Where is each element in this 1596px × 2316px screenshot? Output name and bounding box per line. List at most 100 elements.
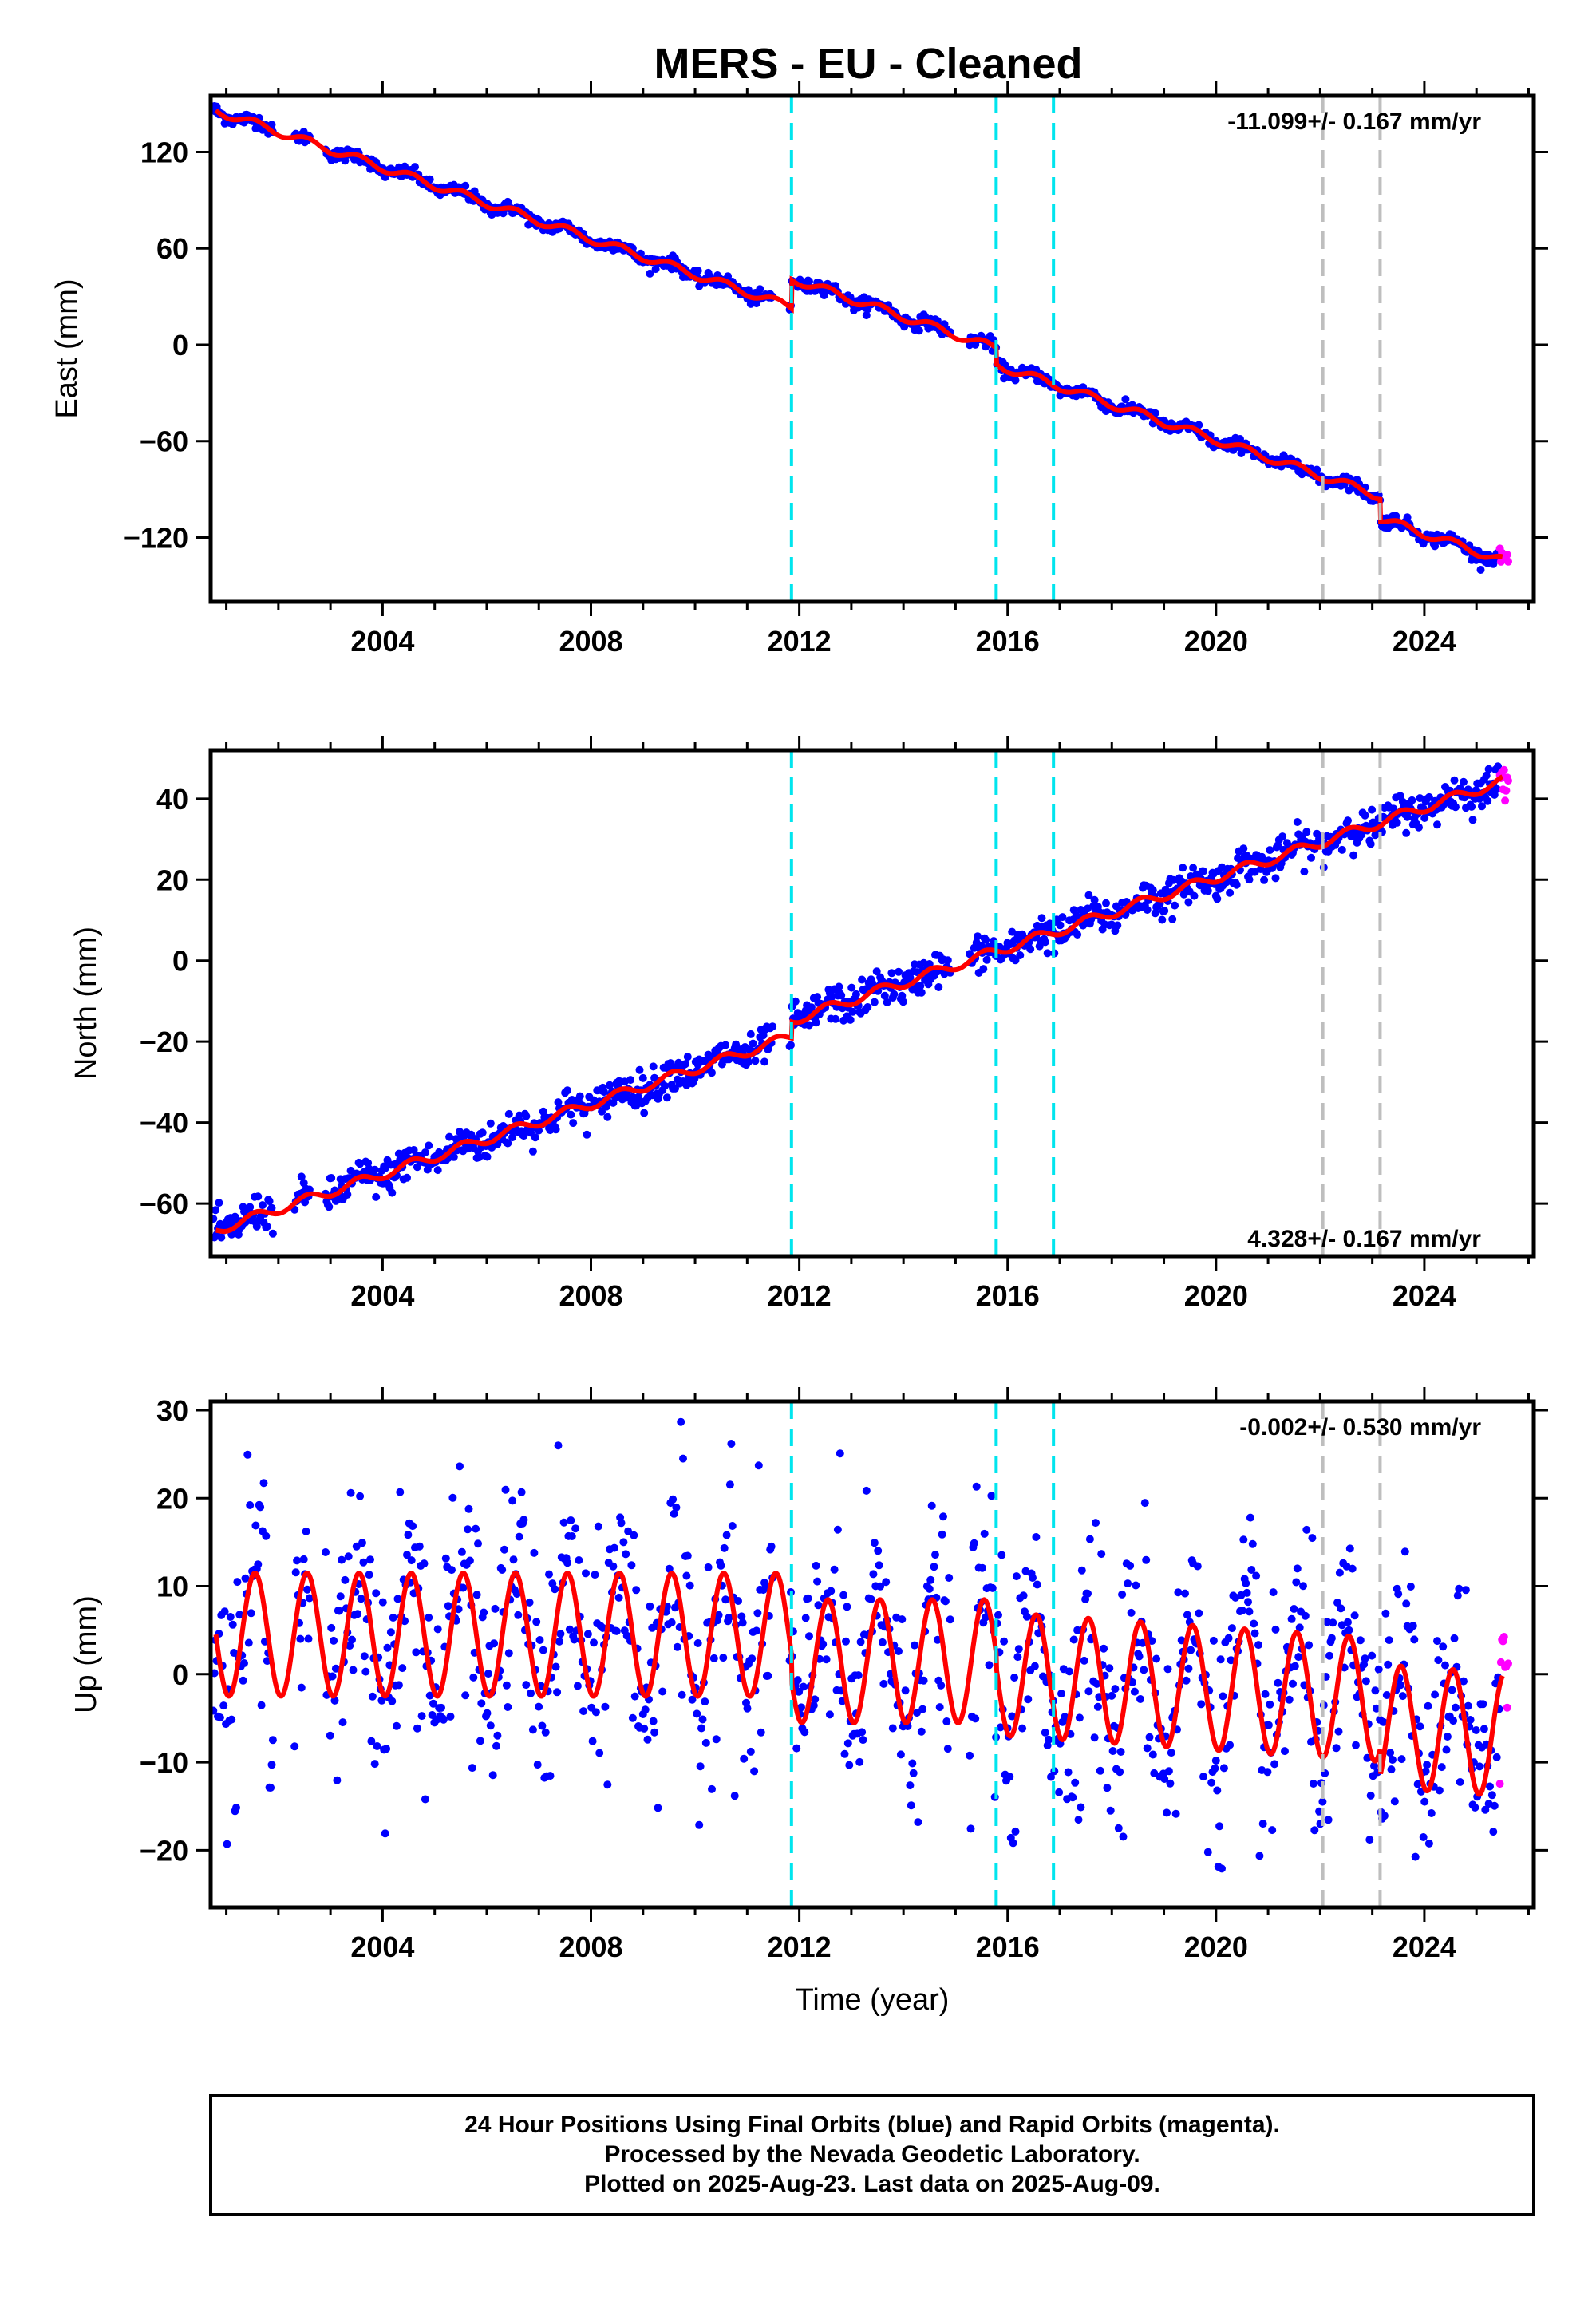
up-x-tick-label: 2024 [1393, 1931, 1456, 1963]
up-data-point [1106, 1806, 1115, 1815]
up-data-point [372, 1589, 381, 1598]
up-data-point [588, 1737, 597, 1745]
up-x-tick-label: 2012 [768, 1931, 832, 1963]
up-data-point [514, 1611, 523, 1619]
up-rapid-point [1503, 1703, 1511, 1712]
up-data-point [361, 1667, 370, 1676]
up-data-point [407, 1556, 416, 1565]
up-data-point [504, 1649, 513, 1658]
north-data-point [868, 978, 876, 987]
up-data-point [840, 1749, 849, 1758]
north-data-point [1266, 846, 1274, 855]
north-data-point [1460, 777, 1468, 786]
up-data-point [875, 1561, 883, 1570]
east-data-point [805, 277, 813, 286]
up-data-point [302, 1527, 310, 1535]
east-x-tick-label: 2004 [350, 625, 414, 658]
up-data-point [805, 1632, 813, 1641]
north-rate-label: 4.328+/- 0.167 mm/yr [1247, 1226, 1481, 1252]
north-data-point [1468, 816, 1477, 824]
up-data-point [1211, 1764, 1219, 1773]
north-data-point [858, 975, 867, 984]
up-data-point [439, 1715, 448, 1724]
up-data-point [1448, 1686, 1456, 1694]
north-x-tick-label: 2004 [350, 1279, 414, 1312]
up-data-point [1246, 1513, 1254, 1522]
north-data-point [1043, 949, 1052, 958]
up-data-point [1130, 1687, 1139, 1696]
up-data-point [554, 1441, 563, 1450]
north-data-point [760, 1057, 768, 1066]
up-data-point [1033, 1580, 1041, 1589]
up-data-point [708, 1784, 716, 1793]
up-data-point [246, 1501, 255, 1509]
up-data-point [643, 1735, 652, 1744]
up-data-point [917, 1727, 926, 1736]
east-data-point [499, 209, 508, 218]
up-data-point [1345, 1626, 1353, 1634]
east-data-point [1403, 513, 1412, 522]
up-data-point [1266, 1700, 1274, 1709]
up-data-point [417, 1712, 426, 1721]
up-data-point [901, 1686, 910, 1695]
north-data-point [1056, 921, 1065, 930]
up-data-point [1184, 1664, 1193, 1673]
east-data-point [1011, 376, 1020, 385]
up-data-point [830, 1565, 839, 1574]
up-data-point [1254, 1641, 1262, 1650]
up-data-point [740, 1754, 749, 1763]
north-data-point [934, 983, 943, 991]
north-data-point [1492, 785, 1501, 793]
up-data-point [721, 1595, 730, 1604]
up-data-point [508, 1496, 517, 1505]
up-data-point [1000, 1637, 1009, 1646]
up-y-tick-label: 0 [172, 1658, 188, 1691]
north-data-point [1226, 888, 1235, 897]
north-data-point [787, 1041, 795, 1049]
east-data-point [1476, 566, 1485, 574]
up-data-point [1009, 1839, 1017, 1848]
up-data-point [235, 1611, 244, 1619]
up-data-point [1344, 1618, 1352, 1626]
up-data-point [1127, 1608, 1136, 1617]
up-data-point [1136, 1695, 1144, 1703]
north-data-point [600, 1088, 608, 1097]
up-data-point [1218, 1864, 1226, 1873]
east-data-point [1151, 409, 1159, 417]
north-data-point [662, 1093, 671, 1102]
up-data-point [1299, 1582, 1307, 1591]
up-data-point [827, 1587, 836, 1595]
up-data-point [480, 1608, 488, 1617]
up-data-point [530, 1548, 539, 1557]
up-data-point [393, 1721, 401, 1730]
up-data-point [223, 1840, 231, 1848]
up-data-point [1329, 1618, 1337, 1627]
up-data-point [437, 1703, 445, 1712]
up-data-point [381, 1829, 389, 1838]
up-data-point [879, 1679, 888, 1688]
up-data-point [1423, 1761, 1432, 1769]
east-x-tick-label: 2016 [976, 625, 1040, 658]
up-data-point [1431, 1690, 1440, 1699]
up-data-point [1270, 1760, 1279, 1769]
up-data-point [938, 1530, 946, 1539]
up-data-point [239, 1676, 247, 1685]
up-data-point [842, 1637, 850, 1646]
up-data-point [614, 1593, 623, 1602]
up-data-point [509, 1555, 518, 1564]
up-data-point [1356, 1636, 1365, 1645]
up-data-point [1464, 1701, 1472, 1710]
up-data-point [712, 1735, 721, 1744]
north-data-point [370, 1165, 379, 1174]
up-data-point [1111, 1685, 1120, 1694]
up-data-point [1381, 1609, 1390, 1618]
up-data-point [822, 1655, 831, 1664]
footer-line-3: Plotted on 2025-Aug-23. Last data on 202… [584, 2171, 1160, 2197]
up-data-point [693, 1709, 701, 1718]
up-data-point [553, 1688, 562, 1697]
up-data-point [1390, 1797, 1399, 1806]
up-data-point [1439, 1642, 1448, 1651]
east-x-tick-label: 2008 [559, 625, 622, 658]
up-data-point [911, 1641, 919, 1650]
north-data-point [1366, 840, 1375, 848]
